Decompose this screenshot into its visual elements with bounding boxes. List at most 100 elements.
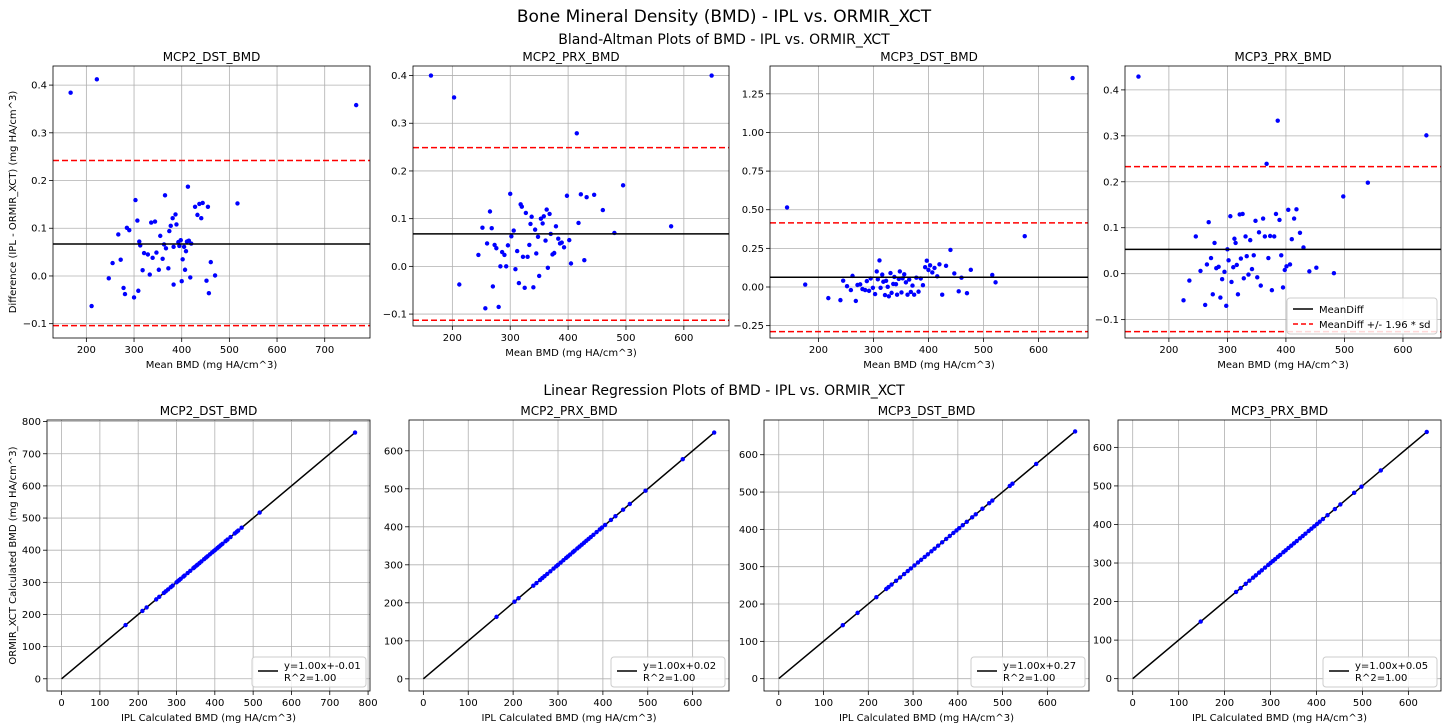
y-tick-label: 0.25 (742, 244, 764, 255)
plot-frame (1117, 419, 1442, 692)
x-tick-label: 600 (1038, 698, 1057, 709)
y-tick-label: 0.50 (742, 205, 764, 216)
x-tick-label: 800 (359, 698, 378, 709)
data-point (877, 258, 882, 263)
y-tick-label: 600 (739, 450, 758, 461)
data-point (540, 221, 545, 226)
data-point (483, 306, 488, 311)
data-point (939, 540, 945, 545)
data-point (874, 269, 879, 274)
data-point (878, 285, 883, 290)
data-point (964, 519, 969, 525)
data-point (525, 254, 530, 260)
data-point (1233, 589, 1239, 595)
data-point (170, 216, 175, 221)
data-point (1264, 161, 1269, 167)
data-point (594, 529, 599, 535)
data-point (1253, 573, 1259, 578)
data-point (584, 194, 589, 200)
panel-3: 200 300 400 500 600 −0.25 0.00 0.25 0.50 0.75 1.00… (733, 50, 1089, 371)
data-point (711, 430, 717, 435)
y-tick-label: 400 (384, 522, 403, 533)
data-point (1231, 265, 1236, 270)
data-point (1269, 288, 1275, 293)
data-point (910, 283, 915, 288)
y-tick-label: 0.0 (31, 271, 47, 282)
x-tick-label: 600 (674, 333, 693, 344)
data-point (116, 232, 121, 237)
data-point (905, 568, 910, 574)
data-point (141, 250, 147, 256)
data-point (257, 510, 262, 515)
x-tick-label: 400 (948, 698, 967, 709)
data-point (902, 272, 907, 277)
y-tick-label: 600 (384, 446, 403, 457)
legend-mean-label: MeanDiff (1319, 305, 1365, 316)
data-point (1222, 269, 1227, 275)
x-tick-label: 100 (459, 698, 478, 709)
data-point (476, 252, 481, 258)
plot-area (770, 75, 1088, 333)
data-point (178, 237, 183, 243)
figure-title: Bone Mineral Density (BMD) - IPL vs. ORM… (517, 7, 932, 27)
data-point (905, 292, 910, 297)
legend-box (1286, 297, 1438, 335)
data-point (940, 292, 945, 297)
data-point (158, 233, 163, 239)
y-tick-label: 0.00 (742, 283, 764, 294)
data-point (516, 596, 521, 601)
data-point (516, 280, 522, 286)
data-point (1219, 276, 1225, 282)
data-point (1351, 490, 1357, 496)
data-point (183, 248, 189, 254)
data-point (152, 219, 158, 224)
panel-5: 0 100 200 300 400 500 600 700 800 0 100 200 300 400 50… (8, 404, 378, 724)
x-axis-label: IPL Calculated BMD (mg HA/cm^3) (121, 713, 296, 724)
data-point (908, 289, 914, 295)
data-point (509, 234, 514, 239)
y-tick-label: −0.1 (383, 310, 407, 321)
data-point (512, 599, 517, 604)
data-point (561, 245, 567, 250)
data-point (197, 201, 202, 207)
data-point (173, 212, 178, 217)
legend-box (970, 656, 1086, 688)
data-point (709, 73, 714, 78)
x-tick-label: 300 (1261, 698, 1280, 709)
x-tick-label: 0 (420, 698, 426, 709)
data-point (145, 252, 151, 257)
y-tick-label: 0.2 (31, 176, 47, 187)
data-point (668, 224, 674, 229)
x-tick-label: 300 (1218, 345, 1237, 356)
data-point (503, 264, 509, 269)
data-point (680, 456, 685, 462)
data-point (199, 216, 204, 221)
data-point (544, 207, 549, 212)
x-tick-label: 500 (974, 345, 993, 356)
y-tick-label: 1.25 (742, 89, 764, 100)
y-tick-label: 0.75 (742, 167, 764, 178)
y-tick-label: 1.00 (742, 128, 764, 139)
y-tick-label: 300 (384, 560, 403, 571)
data-point (1136, 74, 1141, 79)
data-point (1307, 269, 1312, 274)
data-point (545, 265, 551, 270)
x-tick-label: 200 (859, 698, 878, 709)
data-point (1249, 266, 1255, 272)
data-point (858, 282, 863, 287)
data-point (520, 254, 526, 260)
data-point (154, 250, 159, 255)
data-point (932, 265, 937, 271)
data-point (522, 285, 527, 291)
data-point (1256, 230, 1262, 235)
data-point (1279, 253, 1284, 258)
data-point (1246, 272, 1251, 277)
data-point (188, 275, 193, 280)
data-point (980, 506, 985, 511)
data-point (545, 571, 550, 577)
y-tick-label: 0.0 (1103, 269, 1119, 280)
data-point (514, 248, 520, 254)
x-axis-label: Mean BMD (mg HA/cm^3) (146, 360, 278, 371)
data-point (204, 278, 209, 283)
subplot-title: MCP2_DST_BMD (160, 404, 258, 418)
